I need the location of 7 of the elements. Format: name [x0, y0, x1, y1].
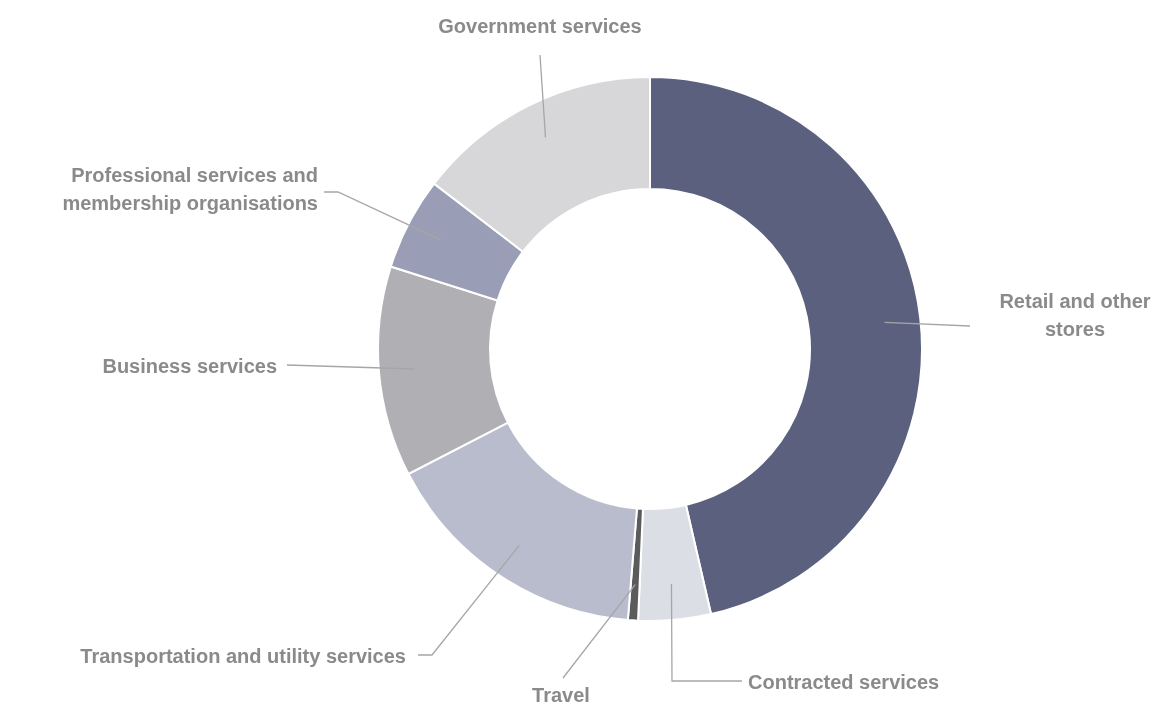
slice-label: Travel — [532, 684, 590, 706]
slice-label: Contracted services — [748, 671, 940, 693]
slice-label: Retail and other stores — [999, 290, 1151, 340]
slice-label: Professional services and membership organisations — [62, 164, 318, 214]
slice-label: Business services — [102, 355, 277, 377]
slice-label: Transportation and utility services — [80, 645, 406, 667]
slice-label: Government services — [438, 15, 642, 37]
